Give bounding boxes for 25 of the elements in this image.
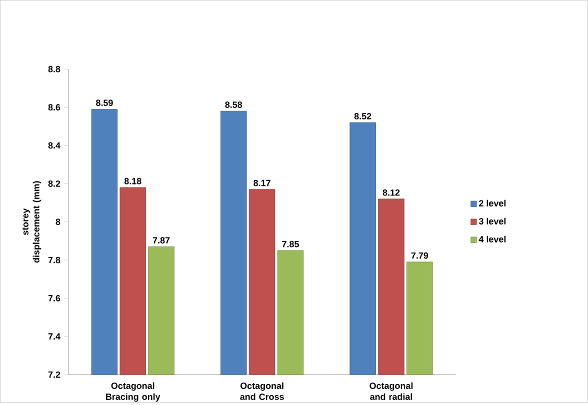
legend-label: 4 level: [478, 236, 506, 242]
data-label: 8.59: [96, 100, 113, 106]
x-tick-label: Octagonal Bracing only: [106, 382, 160, 402]
data-label: 8.52: [354, 112, 372, 120]
y-tick-label: 8.8: [48, 66, 60, 72]
data-label: 7.85: [282, 240, 299, 248]
y-tick-label: 8: [56, 218, 60, 225]
y-tick-label: 7.2: [48, 371, 60, 378]
data-label: 8.17: [254, 180, 270, 186]
x-tick-label: Octagonal and radial: [370, 382, 413, 400]
y-tick-label: 7.8: [48, 256, 60, 264]
data-label: 8.12: [382, 189, 400, 196]
y-tick-label: 7.6: [48, 295, 60, 302]
y-tick-label: 8.6: [48, 104, 60, 110]
legend-label: 2 level: [479, 200, 506, 206]
x-tick-label: Octagonal and Cross: [240, 382, 284, 400]
data-label: 7.79: [411, 252, 428, 259]
data-label: 8.58: [225, 102, 242, 108]
y-tick-label: 8.4: [48, 142, 60, 149]
y-tick-label: 7.4: [48, 333, 60, 340]
data-label: 7.87: [152, 237, 170, 244]
data-label: 8.18: [124, 178, 142, 184]
y-tick-label: 8.2: [48, 180, 60, 187]
y-axis-title: storey displacement (mm): [22, 181, 42, 263]
legend-label: 3 level: [478, 218, 506, 224]
